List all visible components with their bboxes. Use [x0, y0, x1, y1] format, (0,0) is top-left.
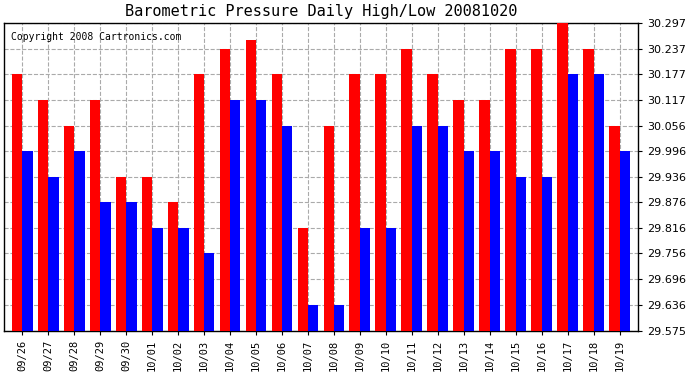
- Bar: [360, 228, 371, 330]
- Bar: [12, 74, 22, 330]
- Bar: [141, 177, 152, 330]
- Bar: [324, 126, 334, 330]
- Bar: [609, 126, 620, 330]
- Bar: [126, 202, 137, 330]
- Bar: [386, 228, 396, 330]
- Bar: [583, 49, 593, 330]
- Bar: [297, 228, 308, 330]
- Text: Copyright 2008 Cartronics.com: Copyright 2008 Cartronics.com: [10, 32, 181, 42]
- Bar: [152, 228, 163, 330]
- Bar: [48, 177, 59, 330]
- Bar: [100, 202, 110, 330]
- Bar: [38, 100, 48, 330]
- Bar: [230, 100, 240, 330]
- Bar: [64, 126, 75, 330]
- Bar: [568, 74, 578, 330]
- Bar: [437, 126, 448, 330]
- Bar: [75, 151, 85, 330]
- Title: Barometric Pressure Daily High/Low 20081020: Barometric Pressure Daily High/Low 20081…: [125, 4, 517, 19]
- Bar: [194, 74, 204, 330]
- Bar: [272, 74, 282, 330]
- Bar: [412, 126, 422, 330]
- Bar: [620, 151, 630, 330]
- Bar: [116, 177, 126, 330]
- Bar: [22, 151, 32, 330]
- Bar: [178, 228, 188, 330]
- Bar: [219, 49, 230, 330]
- Bar: [402, 49, 412, 330]
- Bar: [204, 254, 215, 330]
- Bar: [558, 23, 568, 330]
- Bar: [282, 126, 293, 330]
- Bar: [308, 304, 318, 330]
- Bar: [256, 100, 266, 330]
- Bar: [375, 74, 386, 330]
- Bar: [453, 100, 464, 330]
- Bar: [593, 74, 604, 330]
- Bar: [531, 49, 542, 330]
- Bar: [515, 177, 526, 330]
- Bar: [542, 177, 552, 330]
- Bar: [246, 40, 256, 330]
- Bar: [480, 100, 490, 330]
- Bar: [168, 202, 178, 330]
- Bar: [90, 100, 100, 330]
- Bar: [464, 151, 474, 330]
- Bar: [334, 304, 344, 330]
- Bar: [349, 74, 360, 330]
- Bar: [505, 49, 515, 330]
- Bar: [427, 74, 437, 330]
- Bar: [490, 151, 500, 330]
